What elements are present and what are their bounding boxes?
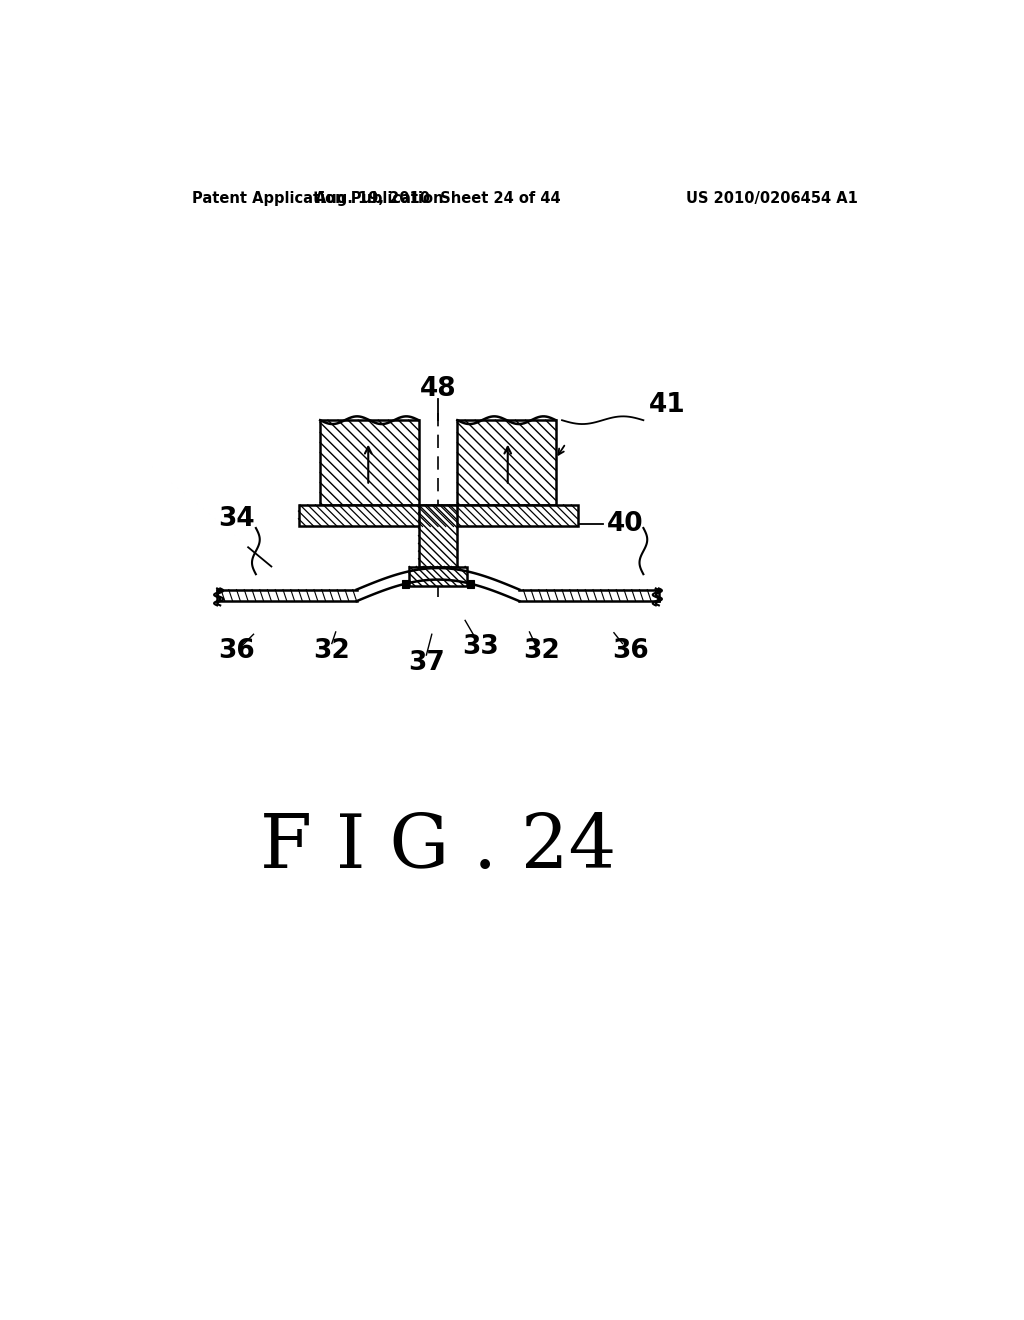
- Text: US 2010/0206454 A1: US 2010/0206454 A1: [686, 191, 858, 206]
- Text: 48: 48: [420, 376, 457, 403]
- Text: 32: 32: [313, 638, 350, 664]
- Polygon shape: [401, 581, 410, 589]
- Text: 33: 33: [462, 635, 499, 660]
- Text: 41: 41: [649, 392, 685, 418]
- Text: 37: 37: [408, 649, 444, 676]
- Text: 36: 36: [611, 638, 648, 664]
- Text: 36: 36: [218, 638, 255, 664]
- Polygon shape: [419, 506, 458, 566]
- Polygon shape: [467, 581, 474, 589]
- Text: 40: 40: [607, 511, 643, 537]
- Polygon shape: [299, 506, 578, 527]
- Text: 34: 34: [218, 506, 255, 532]
- Polygon shape: [321, 420, 419, 506]
- Text: Patent Application Publication: Patent Application Publication: [191, 191, 443, 206]
- Text: 32: 32: [522, 638, 559, 664]
- Text: F I G . 24: F I G . 24: [260, 810, 616, 884]
- Polygon shape: [458, 420, 556, 506]
- Text: Aug. 19, 2010  Sheet 24 of 44: Aug. 19, 2010 Sheet 24 of 44: [315, 191, 561, 206]
- Polygon shape: [410, 566, 467, 586]
